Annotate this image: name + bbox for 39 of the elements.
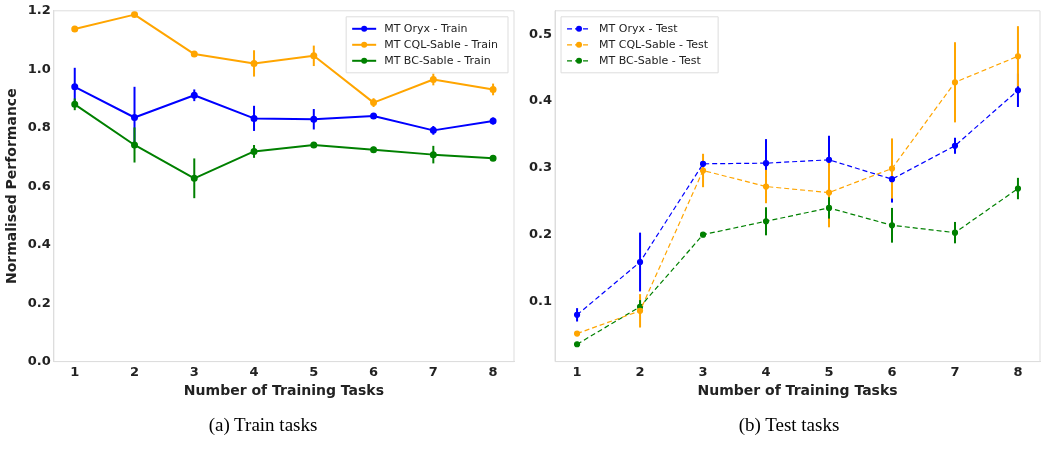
y-tick-label: 0.6 bbox=[27, 177, 51, 193]
x-tick-label: 3 bbox=[189, 363, 199, 379]
x-tick-label: 3 bbox=[698, 363, 708, 379]
x-tick-label: 6 bbox=[887, 363, 897, 379]
x-axis-title: Number of Training Tasks bbox=[183, 382, 384, 399]
legend-label: MT CQL-Sable - Train bbox=[384, 37, 499, 51]
legend-label: MT BC-Sable - Test bbox=[599, 53, 702, 67]
x-tick-label: 1 bbox=[572, 363, 582, 379]
x-tick-label: 5 bbox=[309, 363, 319, 379]
x-tick-label: 2 bbox=[129, 363, 140, 379]
y-tick-label: 0.5 bbox=[529, 25, 553, 41]
text: (a) Train tasks bbox=[208, 414, 318, 435]
text: (b) Test tasks bbox=[738, 414, 840, 435]
y-tick-label: 1.0 bbox=[27, 60, 51, 76]
y-tick-label: 0.4 bbox=[529, 92, 553, 108]
x-tick-label: 8 bbox=[1013, 363, 1023, 379]
x-tick-label: 4 bbox=[761, 363, 771, 379]
y-tick-label: 0.3 bbox=[529, 159, 553, 175]
x-tick-label: 4 bbox=[249, 363, 259, 379]
y-axis-title: Normalised Performance bbox=[3, 88, 20, 285]
legend-label: MT CQL-Sable - Test bbox=[599, 37, 709, 51]
x-tick-label: 1 bbox=[70, 363, 80, 379]
y-tick-label: 0.2 bbox=[27, 294, 51, 310]
y-tick-label: 0.8 bbox=[27, 119, 51, 135]
x-tick-label: 7 bbox=[950, 363, 960, 379]
y-tick-label: 0.4 bbox=[27, 236, 51, 252]
x-axis-title: Number of Training Tasks bbox=[697, 382, 898, 399]
legend-label: MT Oryx - Train bbox=[384, 21, 468, 35]
x-tick-label: 6 bbox=[369, 363, 379, 379]
x-tick-label: 8 bbox=[488, 363, 498, 379]
x-tick-label: 7 bbox=[428, 363, 438, 379]
y-tick-label: 0.0 bbox=[27, 352, 51, 368]
y-tick-label: 0.2 bbox=[529, 226, 553, 242]
x-tick-label: 2 bbox=[635, 363, 645, 379]
legend-label: MT BC-Sable - Train bbox=[384, 53, 491, 67]
x-tick-label: 5 bbox=[824, 363, 834, 379]
y-tick-label: 1.2 bbox=[27, 2, 51, 18]
legend-label: MT Oryx - Test bbox=[599, 21, 679, 35]
y-tick-label: 0.1 bbox=[529, 292, 553, 308]
